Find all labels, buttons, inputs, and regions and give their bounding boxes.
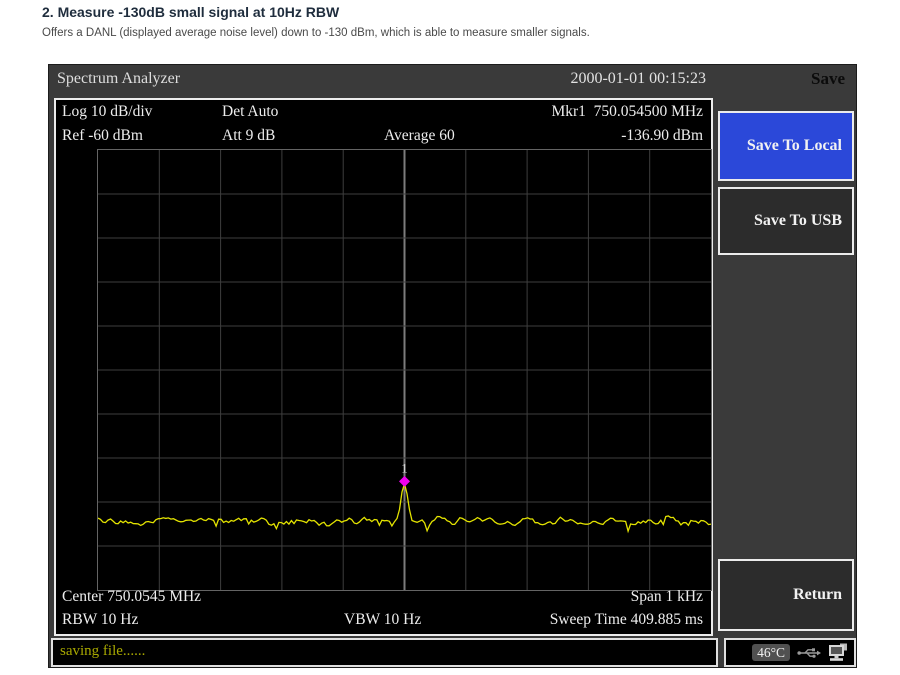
rbw-readout: RBW 10 Hz	[62, 611, 139, 628]
computer-icon	[829, 643, 847, 661]
average-readout: Average 60	[384, 127, 455, 144]
scale-readout: Log 10 dB/div	[62, 103, 153, 120]
trace-plot: 1	[98, 150, 711, 590]
attenuation-readout: Att 9 dB	[222, 127, 276, 144]
menu-title: Save	[811, 69, 845, 88]
page-description: Offers a DANL (displayed average noise l…	[42, 27, 590, 39]
graticule-grid	[98, 150, 711, 590]
marker-amplitude-readout: -136.90 dBm	[621, 127, 703, 144]
reference-level-readout: Ref -60 dBm	[62, 127, 143, 144]
sweep-time-readout: Sweep Time 409.885 ms	[549, 611, 703, 628]
vbw-readout: VBW 10 Hz	[344, 611, 422, 628]
temperature-badge: 46°C	[752, 644, 790, 661]
save-to-usb-button[interactable]: Save To USB	[718, 187, 854, 255]
spectrum-analyzer-window: Spectrum Analyzer 2000-01-01 00:15:23 Sa…	[48, 64, 857, 668]
detector-readout: Det Auto	[222, 103, 279, 120]
save-to-usb-label: Save To USB	[753, 212, 842, 229]
marker-diamond	[399, 475, 410, 487]
return-label: Return	[793, 586, 842, 603]
titlebar: Spectrum Analyzer 2000-01-01 00:15:23 Sa…	[49, 65, 856, 96]
save-to-local-label: Save To Local	[746, 137, 842, 154]
status-message-box: saving file......	[51, 638, 718, 667]
status-message: saving file......	[60, 643, 146, 659]
app-title: Spectrum Analyzer	[57, 70, 181, 87]
center-frequency-readout: Center 750.0545 MHz	[62, 588, 202, 605]
display-panel: Log 10 dB/div Det Auto Mkr1 750.054500 M…	[54, 98, 713, 636]
marker-label: 1	[401, 460, 408, 475]
usb-icon	[797, 647, 821, 658]
return-button[interactable]: Return	[718, 559, 854, 631]
page-title: 2. Measure -130dB small signal at 10Hz R…	[42, 4, 340, 20]
marker-frequency-readout: Mkr1 750.054500 MHz	[551, 103, 703, 120]
save-to-local-button[interactable]: Save To Local	[718, 111, 854, 181]
graticule: 1	[97, 149, 712, 591]
system-status-box: 46°C	[724, 638, 856, 667]
datetime: 2000-01-01 00:15:23	[570, 70, 706, 87]
span-readout: Span 1 kHz	[630, 588, 703, 605]
